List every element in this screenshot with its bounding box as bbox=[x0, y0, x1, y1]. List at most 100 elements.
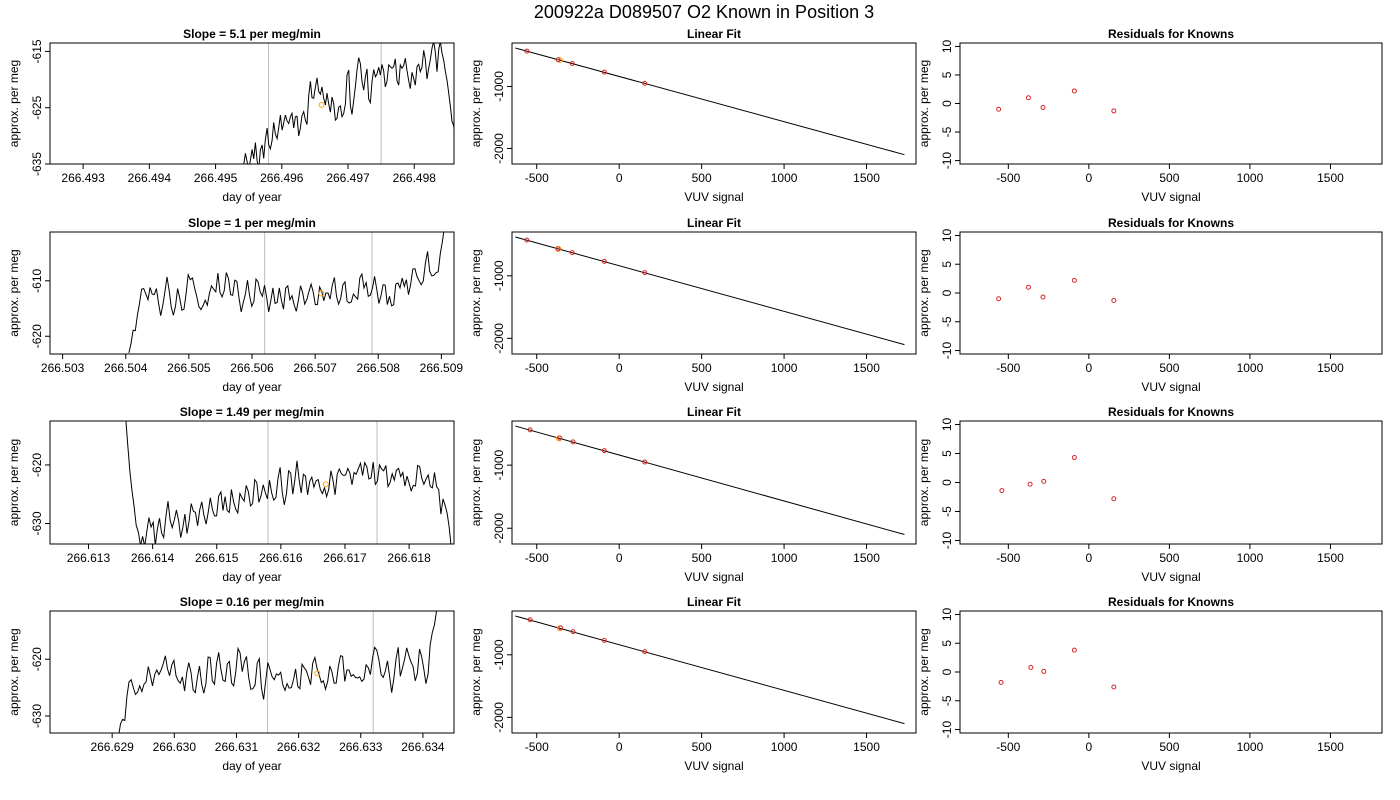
panel-title: Linear Fit bbox=[687, 27, 741, 41]
x-axis-label: VUV signal bbox=[684, 570, 743, 584]
data-point bbox=[570, 439, 576, 445]
plot-area bbox=[998, 647, 1117, 690]
y-axis-label: approx. per meg bbox=[469, 249, 483, 336]
x-tick-label: 266.633 bbox=[339, 740, 383, 754]
x-tick-label: 500 bbox=[692, 361, 712, 375]
data-point bbox=[1040, 104, 1046, 110]
data-point bbox=[601, 69, 607, 75]
x-tick-label: 266.493 bbox=[61, 171, 105, 185]
data-point bbox=[1111, 684, 1117, 690]
data-point bbox=[1041, 668, 1047, 674]
data-point bbox=[1111, 108, 1117, 114]
plot-frame bbox=[511, 231, 917, 355]
plot-area bbox=[515, 615, 905, 725]
panel-title: Slope = 1.49 per meg/min bbox=[180, 405, 324, 419]
x-tick-label: 1500 bbox=[853, 361, 880, 375]
panel-4-1: Slope = 0.16 per meg/min 266.629 266.630 26… bbox=[7, 595, 455, 773]
fit-line bbox=[515, 615, 905, 725]
plot-area bbox=[125, 421, 452, 544]
fit-line bbox=[515, 236, 905, 346]
x-tick-label: 1500 bbox=[853, 740, 880, 754]
x-tick-label: 1000 bbox=[771, 171, 798, 185]
plot-area bbox=[996, 88, 1117, 114]
data-point bbox=[1111, 297, 1117, 303]
panel-1-2: Linear Fit -500 0 500 1000 1500 -2000 -1000 VUV … bbox=[469, 27, 917, 204]
y-tick-label: -10 bbox=[940, 532, 954, 550]
data-point bbox=[1025, 95, 1031, 101]
panel-title: Residuals for Knowns bbox=[1108, 595, 1234, 609]
x-tick-label: 0 bbox=[616, 171, 623, 185]
plot-frame bbox=[49, 42, 455, 165]
x-tick-label: 1000 bbox=[771, 740, 798, 754]
x-tick-label: 1500 bbox=[1317, 740, 1344, 754]
panel-title: Linear Fit bbox=[687, 216, 741, 230]
panel-title: Slope = 0.16 per meg/min bbox=[180, 595, 324, 609]
plot-frame bbox=[959, 610, 1383, 734]
x-tick-label: 1000 bbox=[1237, 361, 1264, 375]
data-point bbox=[1027, 481, 1033, 487]
y-tick-label: -2000 bbox=[492, 702, 506, 733]
x-axis-label: day of year bbox=[222, 380, 281, 394]
panel-title: Slope = 5.1 per meg/min bbox=[183, 27, 321, 41]
x-tick-label: 0 bbox=[616, 740, 623, 754]
y-tick-label: -10 bbox=[940, 342, 954, 360]
data-point bbox=[1111, 496, 1117, 502]
y-tick-label: -5 bbox=[940, 126, 954, 137]
plot-frame bbox=[959, 231, 1383, 355]
x-tick-label: 500 bbox=[692, 740, 712, 754]
data-point bbox=[569, 250, 575, 256]
plot-frame bbox=[49, 231, 455, 355]
x-tick-label: 0 bbox=[616, 551, 623, 565]
x-tick-label: -500 bbox=[996, 551, 1020, 565]
highlight-point bbox=[322, 481, 329, 488]
x-tick-label: 1000 bbox=[771, 551, 798, 565]
data-point bbox=[555, 57, 561, 63]
y-axis-label: approx. per meg bbox=[917, 249, 931, 336]
y-axis-label: approx. per meg bbox=[469, 439, 483, 526]
x-tick-label: -500 bbox=[525, 361, 549, 375]
highlight-point bbox=[314, 670, 321, 677]
data-point bbox=[1025, 284, 1031, 290]
panel-title: Linear Fit bbox=[687, 595, 741, 609]
panel-title: Residuals for Knowns bbox=[1108, 27, 1234, 41]
x-axis-label: day of year bbox=[222, 190, 281, 204]
data-point bbox=[1071, 455, 1077, 461]
x-tick-label: 266.631 bbox=[215, 740, 259, 754]
data-point bbox=[642, 649, 648, 655]
x-axis-label: day of year bbox=[222, 759, 281, 773]
data-point bbox=[601, 637, 607, 643]
x-tick-label: 500 bbox=[1159, 740, 1179, 754]
y-tick-label: -1000 bbox=[492, 260, 506, 291]
panel-title: Residuals for Knowns bbox=[1108, 405, 1234, 419]
panel-2-1: Slope = 1 per meg/min 266.503 266.504 266.5… bbox=[7, 216, 463, 394]
figure-title: 200922a D089507 O2 Known in Position 3 bbox=[534, 2, 874, 22]
panel-4-3: Residuals for Knowns -500 0 500 1000 1500 -10 -… bbox=[917, 595, 1383, 773]
x-tick-label: 500 bbox=[1159, 551, 1179, 565]
x-tick-label: 266.632 bbox=[277, 740, 321, 754]
x-tick-label: 266.497 bbox=[326, 171, 370, 185]
x-tick-label: 500 bbox=[1159, 361, 1179, 375]
x-axis-label: VUV signal bbox=[684, 380, 743, 394]
plot-frame bbox=[511, 420, 917, 545]
plot-frame bbox=[959, 42, 1383, 165]
x-tick-label: 266.498 bbox=[393, 171, 437, 185]
x-tick-label: 266.613 bbox=[67, 551, 111, 565]
data-series-line bbox=[125, 421, 452, 544]
y-axis-label: approx. per meg bbox=[7, 60, 21, 147]
x-tick-label: 266.630 bbox=[153, 740, 197, 754]
data-point bbox=[1071, 88, 1077, 94]
y-tick-label: -620 bbox=[30, 453, 44, 477]
x-tick-label: 1000 bbox=[771, 361, 798, 375]
plot-frame bbox=[959, 420, 1383, 545]
y-tick-label: 0 bbox=[940, 479, 954, 486]
panel-3-3: Residuals for Knowns -500 0 500 1000 1500 -10 -… bbox=[917, 405, 1383, 584]
y-tick-label: -615 bbox=[30, 39, 44, 63]
x-tick-label: 500 bbox=[692, 171, 712, 185]
x-tick-label: 266.618 bbox=[387, 551, 431, 565]
data-point bbox=[1028, 664, 1034, 670]
panel-title: Slope = 1 per meg/min bbox=[188, 216, 316, 230]
x-tick-label: 1000 bbox=[1237, 171, 1264, 185]
panel-1-1: Slope = 5.1 per meg/min 266.493 266.494 266… bbox=[7, 27, 455, 204]
y-tick-label: -5 bbox=[940, 506, 954, 517]
x-tick-label: 266.614 bbox=[131, 551, 175, 565]
